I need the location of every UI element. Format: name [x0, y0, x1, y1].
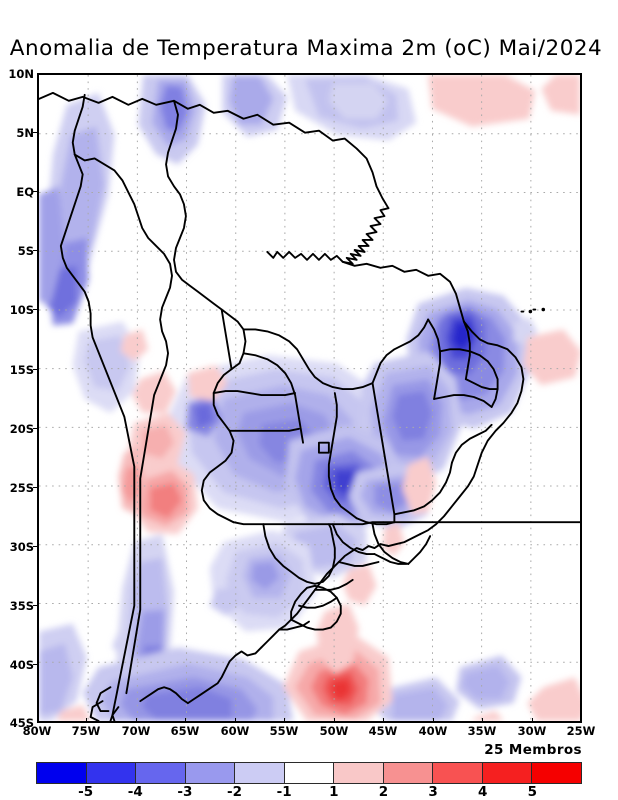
- anomaly-map: [39, 75, 580, 721]
- y-tick-label-20s: 20S: [9, 422, 34, 436]
- ocean-island-markers: [528, 307, 546, 314]
- y-tick-mark: [33, 605, 38, 606]
- x-tick-label-65w: 65W: [170, 724, 200, 738]
- y-tick-label-30s: 30S: [9, 540, 34, 554]
- x-tick-label-70w: 70W: [121, 724, 151, 738]
- y-tick-mark: [33, 546, 38, 547]
- anomaly-contour-field: [39, 75, 580, 721]
- x-tick-label-50w: 50W: [319, 724, 349, 738]
- y-tick-mark: [33, 132, 38, 133]
- y-tick-mark: [33, 191, 38, 192]
- colorbar-segment-4: [235, 763, 285, 783]
- y-tick-mark: [33, 369, 38, 370]
- colorbar-tick-neg2: -2: [227, 784, 243, 800]
- x-tick-mark: [482, 718, 483, 723]
- y-tick-label-45s: 45S: [9, 716, 34, 730]
- colorbar-tick-neg1: -1: [276, 784, 292, 800]
- colorbar-segment-7: [383, 763, 434, 783]
- x-tick-label-35w: 35W: [467, 724, 497, 738]
- y-tick-mark: [33, 664, 38, 665]
- colorbar-segment-9: [482, 763, 533, 783]
- colorbar-tick-5: 5: [527, 784, 538, 800]
- x-tick-label-55w: 55W: [269, 724, 299, 738]
- map-coastlines-borders: [39, 91, 580, 721]
- x-tick-mark: [433, 718, 434, 723]
- ensemble-members-note: 25 Membros: [484, 742, 582, 758]
- colorbar-tick-2: 2: [378, 784, 389, 800]
- x-tick-label-80w: 80W: [22, 724, 52, 738]
- x-tick-mark: [383, 718, 384, 723]
- y-tick-label-35s: 35S: [9, 599, 34, 613]
- colorbar-segment-8: [433, 763, 483, 783]
- x-tick-label-45w: 45W: [368, 724, 398, 738]
- y-tick-mark: [33, 428, 38, 429]
- page-title-text: Anomalia de Temperatura Maxima 2m (oC) M…: [9, 36, 603, 61]
- x-tick-mark: [532, 718, 533, 723]
- x-tick-label-25w: 25W: [566, 724, 596, 738]
- y-tick-label-40s: 40S: [9, 658, 34, 672]
- x-tick-label-75w: 75W: [71, 724, 101, 738]
- colorbar-tick-3: 3: [428, 784, 438, 800]
- y-tick-mark: [33, 309, 38, 310]
- y-tick-mark: [33, 487, 38, 488]
- colorbar-segment-10: [532, 763, 582, 783]
- colorbar-tick-1: 1: [329, 784, 339, 800]
- x-tick-mark: [185, 718, 186, 723]
- colorbar-segment-5: [284, 763, 335, 783]
- colorbar-tick-4: 4: [478, 784, 488, 800]
- x-tick-mark: [86, 718, 87, 723]
- y-tick-label-eq: EQ: [16, 185, 34, 199]
- map-gridlines: [39, 75, 580, 721]
- y-tick-label-5s: 5S: [17, 244, 34, 258]
- colorbar-segment-1: [86, 763, 137, 783]
- y-tick-label-10s: 10S: [9, 303, 34, 317]
- colorbar-segment-0: [37, 763, 87, 783]
- colorbar-segment-2: [136, 763, 186, 783]
- colorbar-segment-3: [185, 763, 236, 783]
- x-tick-label-40w: 40W: [418, 724, 448, 738]
- x-tick-mark: [334, 718, 335, 723]
- map-plot-area: [37, 73, 582, 723]
- colorbar-segment-6: [334, 763, 384, 783]
- colorbar-tick-labels: -5 -4 -3 -2 -1 1 2 3 4 5: [36, 784, 582, 800]
- x-tick-mark: [235, 718, 236, 723]
- y-tick-label-25s: 25S: [9, 481, 34, 495]
- y-tick-mark: [33, 250, 38, 251]
- colorbar-tick-neg4: -4: [127, 784, 143, 800]
- x-tick-label-60w: 60W: [220, 724, 250, 738]
- x-tick-mark: [136, 718, 137, 723]
- y-tick-label-10n: 10N: [8, 67, 34, 81]
- page-title: Anomalia de Temperatura Maxima 2m (oC) M…: [0, 34, 618, 64]
- colorbar-tick-neg3: -3: [177, 784, 193, 800]
- colorbar-tick-neg5: -5: [78, 784, 94, 800]
- x-tick-mark: [284, 718, 285, 723]
- y-tick-label-5n: 5N: [16, 126, 34, 140]
- x-tick-label-30w: 30W: [517, 724, 547, 738]
- y-tick-label-15s: 15S: [9, 363, 34, 377]
- colorbar: [36, 762, 582, 784]
